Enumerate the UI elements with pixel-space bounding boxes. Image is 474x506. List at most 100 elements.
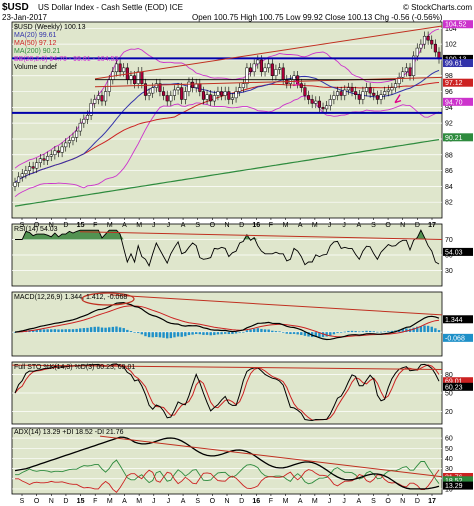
candle-body [162,91,166,96]
macd-plot-area [11,291,443,357]
macd-histogram-bar [93,326,96,333]
price-tick-label: 102 [445,42,457,49]
price-value-tag-box [443,97,473,106]
sto-title: Full STO %K(14,3) %D(3) 60.23, 69.01 [14,364,135,371]
macd-histogram-bar [13,332,17,333]
rsi-title: RSI(14) 54.03 [14,226,58,233]
candle-body [346,87,350,91]
candle-body [172,89,177,96]
sto-tick-label: 50 [445,391,453,398]
macd-histogram-bar [155,332,158,338]
price-tick-label: 84 [445,184,453,191]
macd-histogram-bar [332,332,336,335]
macd-histogram-bar [60,329,64,333]
candle-body [209,94,213,102]
macd-histogram-bar [57,329,60,333]
candle-body [314,100,318,104]
candle-body [49,154,53,157]
x-tick-label: O [34,222,40,229]
x-tick-label: S [371,498,376,505]
macd-histogram-bar [89,327,93,333]
macd-histogram-bar [42,329,46,333]
candle-body [393,83,398,88]
macd-histogram-bar [140,332,144,335]
macd-histogram-bar [358,331,361,333]
macd-histogram-bar [379,331,383,333]
adx-minus-di-line [15,469,440,493]
candle-body [165,95,169,102]
candle-body [350,87,354,92]
macd-histogram-bar [321,332,325,338]
candle-body [104,91,108,102]
rsi-tick-label: 50 [445,253,453,260]
candle-body [361,91,365,100]
sto-value-tag: 69.01 [445,379,463,386]
candle-body [151,87,155,94]
rsi-tick-label: 70 [445,237,453,244]
macd-histogram-bar [198,332,202,335]
macd-histogram-bar [383,331,386,333]
adx-line [14,436,440,490]
macd-histogram-bar [53,329,57,333]
adx-tick-label: 10 [445,486,453,493]
macd-histogram-bar [71,329,75,333]
rsi-value-tag-box [443,247,473,256]
macd-histogram-bar [223,332,227,334]
candle-body [375,95,379,100]
macd-trend-line [109,294,443,316]
x-axis-middle: S O N D 15 F M A M J J A S O N D 16 F M A M J J A S O N D 17 [20,218,436,229]
candle-body [335,91,340,96]
ma20-line [14,69,440,183]
x-tick-label: N [49,498,54,505]
candle-body [364,87,369,92]
macd-histogram-bar [118,327,122,333]
macd-histogram-bar [213,332,216,336]
candle-body [136,71,140,84]
candle-body [27,166,32,171]
macd-histogram-bar [430,326,433,333]
sto-value-tag: 60.23 [445,384,463,391]
macd-histogram-bar [434,328,437,333]
price-value-tag: 104.52 [445,22,467,29]
price-tick-label: 94 [445,105,453,112]
macd-histogram-bar [191,332,194,335]
candle-body [198,83,202,92]
sto-value-tag-box [443,382,473,391]
macd-histogram-bar [64,329,67,333]
candle-body [332,95,336,100]
x-tick-label: A [181,222,186,229]
annotation-arrow [292,80,301,87]
candle-body [238,87,242,92]
price-value-tag-box [443,133,473,142]
macd-histogram-bar [387,331,390,333]
x-tick-label: J [328,498,332,505]
candle-body [401,71,405,78]
candle-body [191,81,195,88]
candle-body [93,99,97,104]
adx-tick-label: 30 [445,466,453,473]
candle-body [310,99,314,104]
bb-upper-line [14,28,440,169]
x-tick-label: O [210,498,216,505]
macd-panel: 1.344 -0.068 [11,291,473,357]
candle-body [408,67,412,76]
candle-body [158,83,162,92]
macd-histogram-bar [194,332,198,335]
macd-histogram-bar [252,328,256,333]
macd-histogram-bar [79,328,82,333]
candle-body [325,105,329,110]
macd-histogram-bar [46,329,49,333]
x-tick-label: N [400,222,405,229]
adx-tick-label: 40 [445,456,453,463]
candle-body [415,47,419,57]
x-tick-label: D [239,222,244,229]
candle-body [245,67,249,84]
x-tick-label: 17 [428,222,436,229]
legend-bb: BB(20,2.0) 94.70 - 99.61 - 104.52 [14,56,118,63]
x-tick-label: 17 [428,498,436,505]
candle-body [426,35,430,41]
macd-histogram-bar [75,328,78,333]
price-value-tag-box [443,78,473,87]
